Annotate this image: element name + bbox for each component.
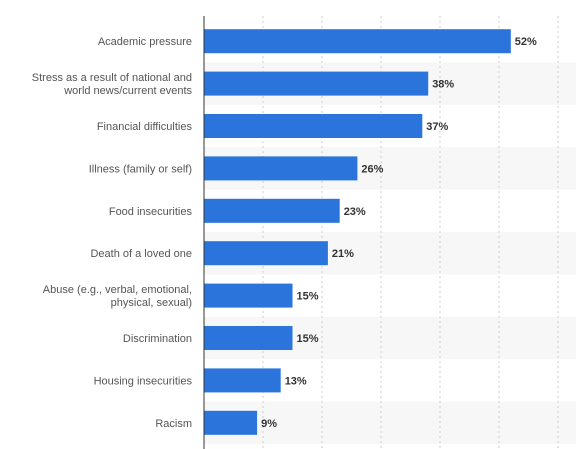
category-label: Academic pressure — [98, 36, 192, 48]
value-label: 15% — [297, 291, 319, 303]
value-label: 38% — [432, 79, 454, 91]
category-label: Discrimination — [123, 333, 192, 345]
bar — [204, 114, 423, 138]
bar — [204, 198, 340, 223]
category-labels: Academic pressure Stress as a result of n… — [32, 36, 193, 430]
category-label: Death of a loved one — [90, 248, 192, 260]
bar — [204, 156, 358, 181]
category-label: Racism — [155, 418, 192, 430]
bar — [204, 29, 511, 54]
category-label: Housing insecurities — [94, 375, 193, 387]
category-label: Stress as a result of national and world … — [32, 72, 193, 97]
bar — [204, 368, 281, 393]
category-label: Abuse (e.g., verbal, emotional, physical,… — [43, 284, 192, 309]
bar — [204, 326, 293, 350]
value-label: 52% — [515, 36, 537, 48]
bar — [204, 71, 429, 96]
category-label: Illness (family or self) — [89, 163, 192, 175]
value-label: 21% — [332, 248, 354, 260]
value-label: 37% — [426, 121, 448, 133]
value-label: 23% — [344, 206, 366, 218]
value-labels: 52% 38% 37% 26% 23% 21% 15% 15% 13% 9% — [261, 36, 537, 430]
value-label: 15% — [297, 333, 319, 345]
category-label: Food insecurities — [109, 206, 193, 218]
bar — [204, 410, 258, 435]
row-bands — [204, 62, 576, 444]
value-label: 26% — [361, 163, 383, 175]
category-label: Financial difficulties — [97, 121, 193, 133]
bar — [204, 283, 293, 308]
bars — [204, 29, 511, 435]
value-label: 13% — [285, 375, 307, 387]
row-band — [204, 401, 576, 444]
bar — [204, 241, 328, 266]
value-label: 9% — [261, 418, 277, 430]
